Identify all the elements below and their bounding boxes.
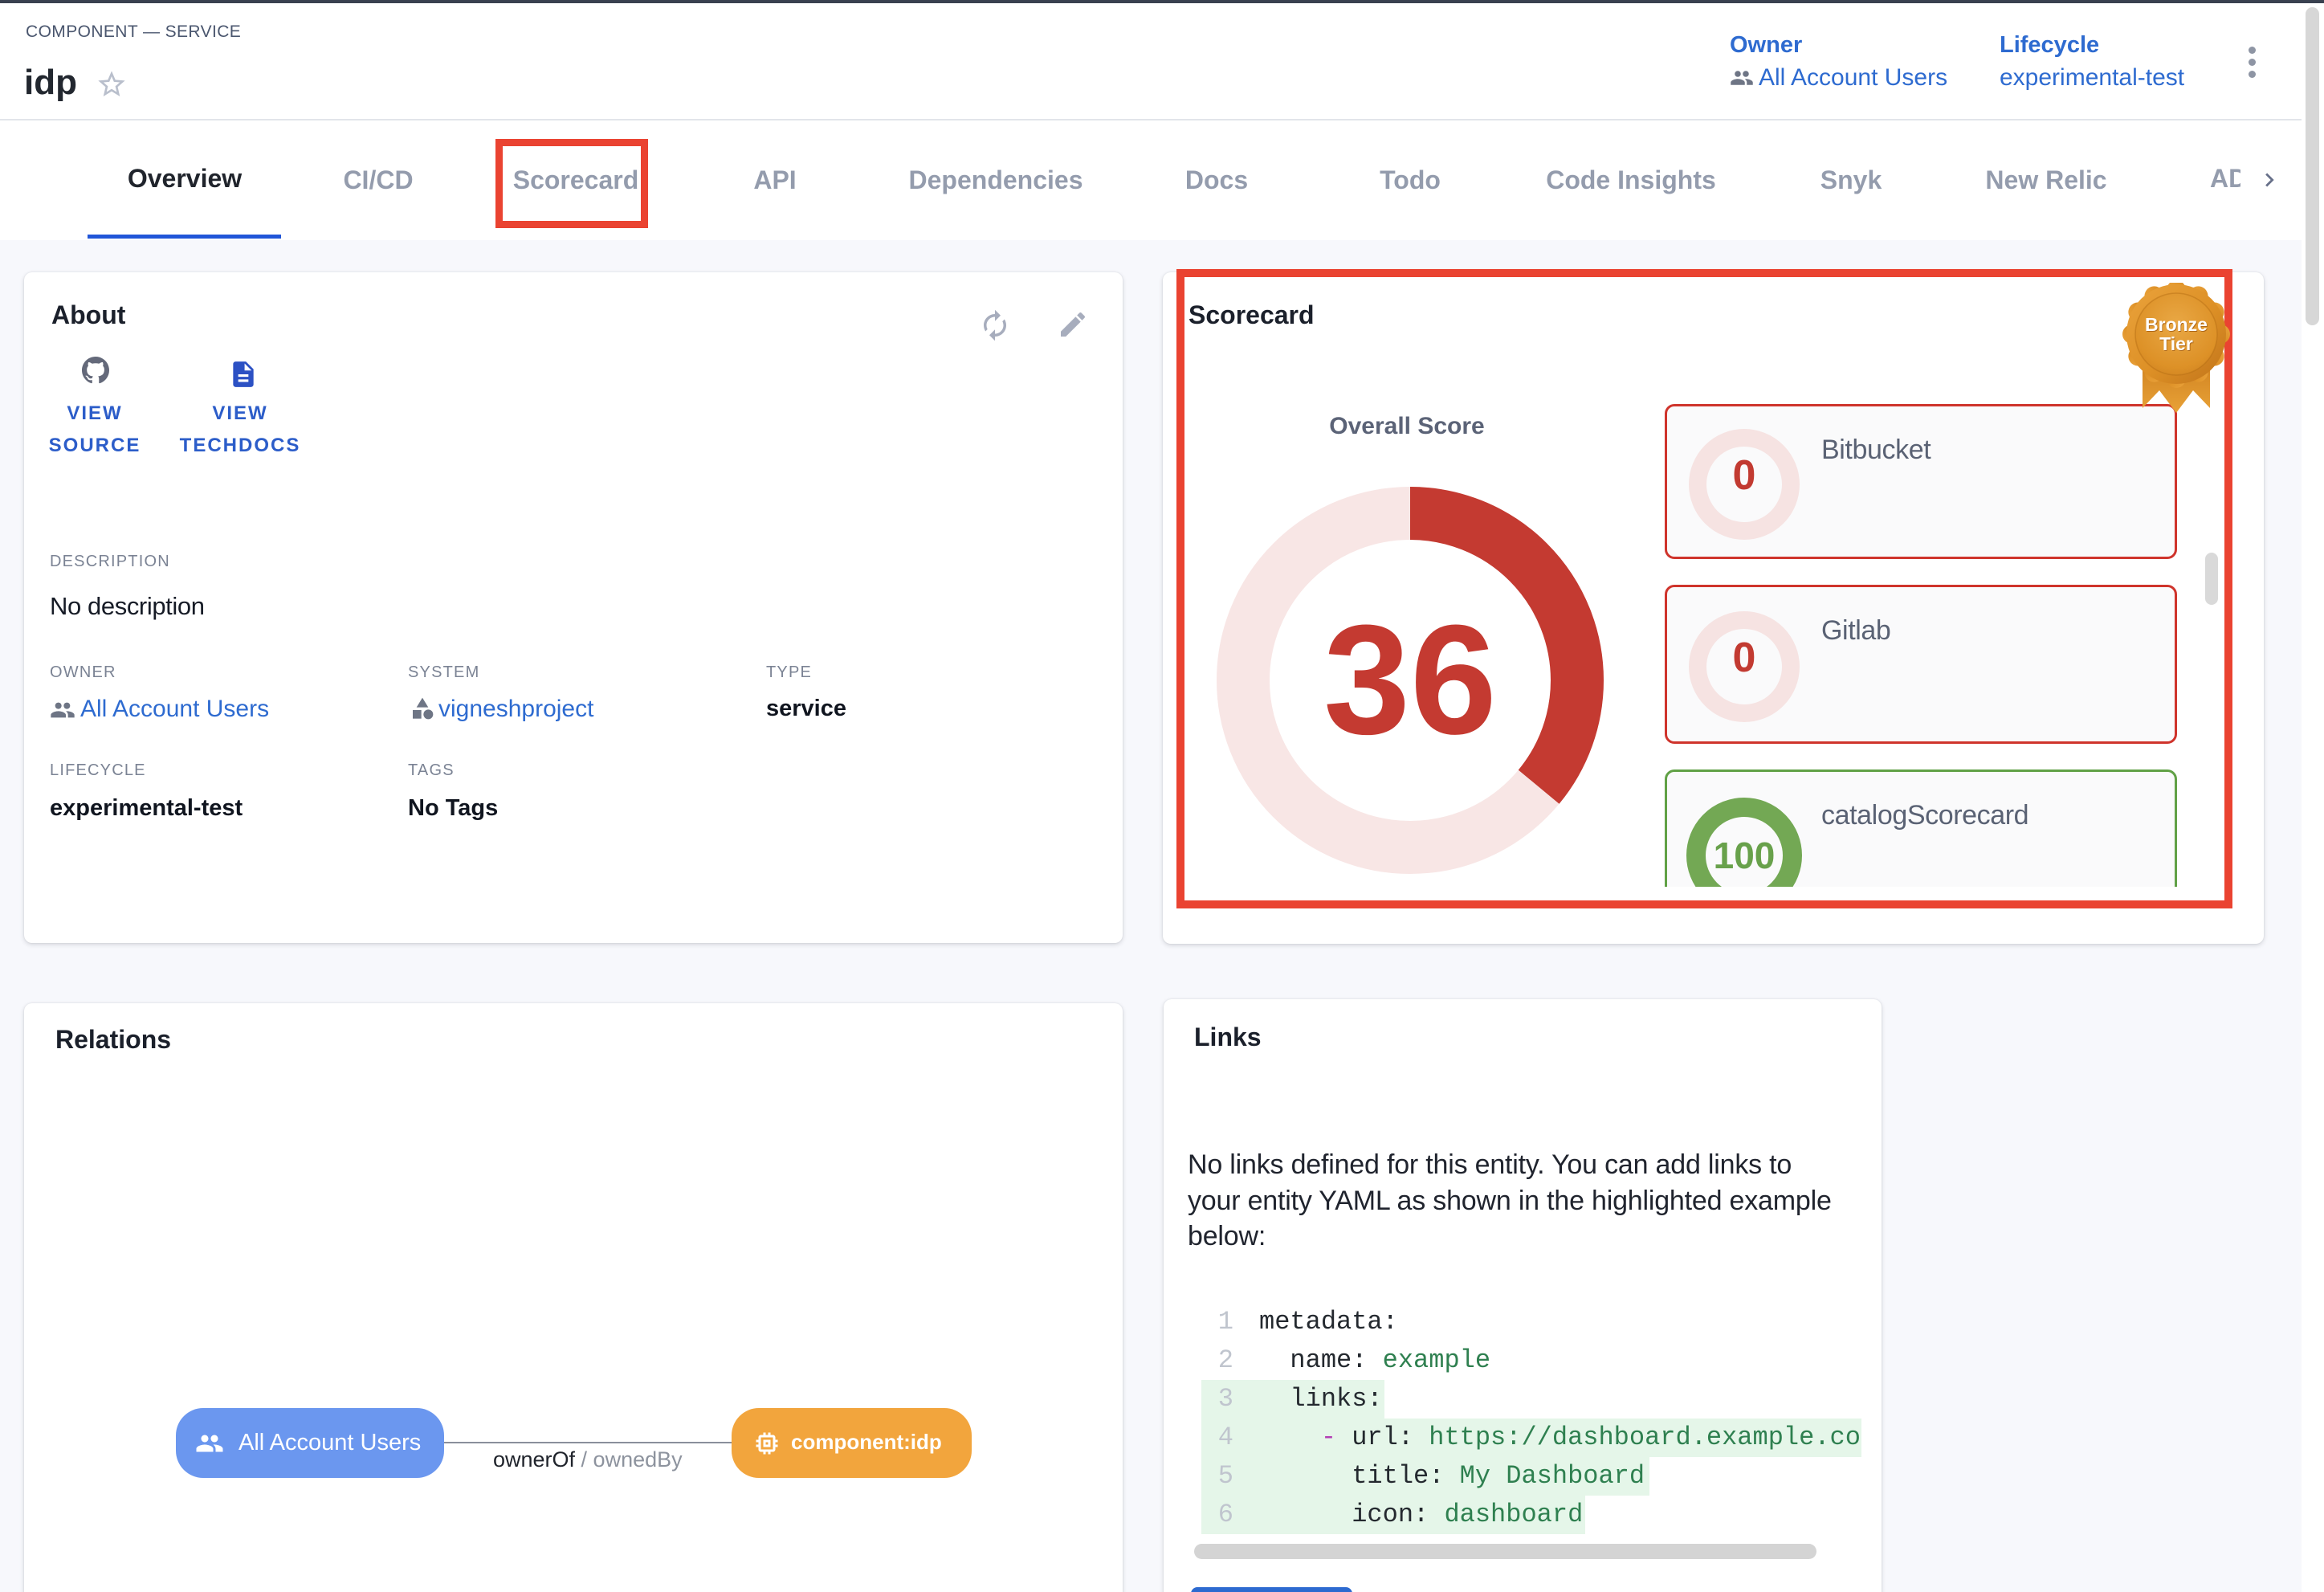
- svg-text:Bronze: Bronze: [2146, 315, 2208, 336]
- svg-text:Tier: Tier: [2159, 333, 2193, 354]
- svg-text:Bronze: Bronze: [2145, 314, 2208, 335]
- svg-text:Tier: Tier: [2160, 334, 2194, 355]
